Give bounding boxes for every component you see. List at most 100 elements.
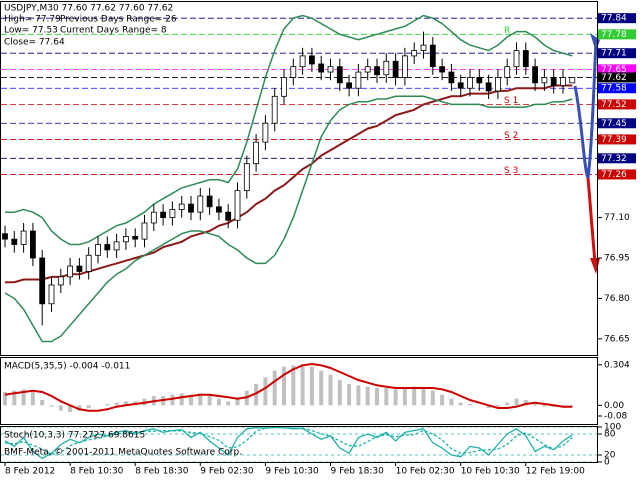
level-box — [598, 134, 636, 145]
level-label: 77.45 — [601, 119, 627, 129]
candle-body — [29, 230, 36, 259]
macd-bar — [263, 377, 268, 406]
candle-body — [457, 82, 464, 89]
level-label: 77.39 — [601, 135, 627, 145]
level-box — [598, 99, 636, 110]
stoch-line — [4, 427, 573, 455]
candle-body — [522, 50, 529, 68]
macd-bar — [319, 370, 324, 406]
level-name: S 1 — [504, 96, 518, 106]
candle-body — [504, 66, 511, 78]
macd-bar — [430, 390, 435, 406]
candle-body — [113, 241, 120, 251]
level-box — [598, 13, 636, 24]
macd-bar — [77, 405, 82, 411]
macd-bar — [458, 402, 463, 406]
macd-bar — [347, 384, 352, 406]
candle-body — [76, 265, 83, 272]
macd-bar — [291, 365, 296, 406]
candle-body — [39, 257, 46, 305]
level-box — [598, 153, 636, 164]
macd-bar — [337, 380, 342, 406]
candle-body — [57, 276, 64, 286]
info-text: High= 77.79 — [4, 15, 61, 25]
level-box — [598, 64, 636, 75]
candle-body — [336, 66, 343, 84]
macd-bar — [170, 394, 175, 406]
candle-body — [215, 206, 222, 213]
level-label: 77.32 — [601, 154, 627, 164]
level-label: 77.62 — [601, 73, 627, 83]
macd-bar — [114, 402, 119, 406]
x-tick-label: 12 Feb 19:00 — [526, 467, 585, 477]
candle-body — [429, 44, 436, 68]
candle-body — [271, 95, 278, 124]
macd-bar — [486, 405, 491, 408]
y-tick-label: 0.304 — [604, 360, 630, 370]
candle-body — [141, 222, 148, 240]
level-name: R — [504, 26, 510, 36]
macd-bar — [254, 384, 259, 406]
candle-body — [383, 60, 390, 76]
level-label: 77.78 — [601, 30, 627, 40]
candle-body — [243, 163, 250, 192]
candle-body — [67, 265, 73, 278]
candle-body — [299, 55, 306, 68]
macd-bar — [421, 386, 426, 406]
macd-bar — [105, 404, 110, 406]
x-tick-label: 10 Feb 10:30 — [461, 467, 520, 477]
candle-body — [411, 50, 418, 57]
x-tick-label: 8 Feb 18:30 — [135, 467, 189, 477]
candle-body — [476, 77, 483, 84]
x-tick-label: 9 Feb 10:30 — [265, 467, 319, 477]
candle-body — [513, 50, 520, 68]
macd-bar — [384, 388, 389, 406]
candle-body — [234, 190, 241, 221]
level-label: 77.52 — [601, 100, 627, 110]
info-text: Previous Days Range= 26 — [60, 15, 177, 25]
panel-title: Stoch(10,3,3) 77.2727 69.8615 — [4, 431, 145, 441]
macd-bar — [495, 405, 500, 407]
macd-bar — [207, 396, 212, 406]
candle-body — [123, 236, 129, 243]
y-tick-label: 76.95 — [604, 253, 630, 263]
candle-body — [197, 195, 204, 213]
level-label: 77.71 — [601, 49, 627, 59]
candle-body — [132, 236, 139, 240]
candle-body — [439, 66, 446, 73]
candle-body — [494, 77, 501, 92]
level-box — [598, 169, 636, 180]
candle-body — [467, 77, 473, 89]
price-panel-frame — [0, 1, 598, 356]
indicator-line — [5, 14, 573, 246]
stoch-panel-frame — [0, 426, 598, 463]
macd-bar — [505, 402, 510, 406]
candle-body — [308, 55, 315, 65]
chart-title: USDJPY,M30 77.60 77.62 77.60 77.62 — [4, 4, 173, 14]
candle-body — [188, 203, 194, 213]
level-label: 77.58 — [601, 84, 627, 94]
macd-bar — [30, 392, 35, 406]
macd-bar — [440, 394, 445, 406]
candle-body — [48, 284, 55, 305]
candle-body — [85, 254, 92, 272]
y-tick-label: 76.80 — [604, 294, 630, 304]
indicator-line — [5, 84, 573, 284]
macd-bar — [402, 388, 407, 406]
candle-body — [225, 211, 232, 221]
candle-body — [262, 122, 269, 143]
candle-body — [569, 77, 576, 84]
macd-bar — [272, 370, 277, 406]
candle-body — [160, 211, 167, 218]
x-tick-label: 10 Feb 02:30 — [396, 467, 455, 477]
candle-body — [206, 195, 213, 208]
macd-bar — [570, 405, 575, 406]
level-box — [598, 29, 636, 40]
macd-bar — [49, 405, 54, 407]
macd-bar — [449, 398, 454, 406]
level-box — [598, 83, 636, 94]
info-text: Low= 77.53 — [4, 26, 58, 36]
y-tick-label: 20 — [604, 451, 616, 461]
x-tick-label: 9 Feb 02:30 — [200, 467, 254, 477]
